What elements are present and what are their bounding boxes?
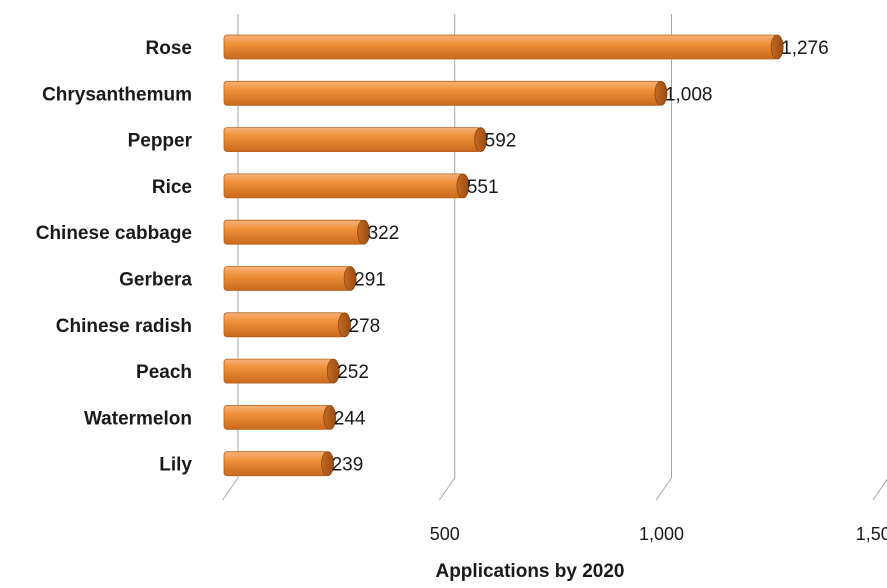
category-labels: Rose Chrysanthemum Pepper Rice Chinese cabba… (36, 38, 193, 476)
category-label: Watermelon (84, 408, 192, 429)
gridline-floor (222, 477, 239, 501)
bars (223, 34, 784, 477)
bar-end-cap (357, 219, 370, 245)
bar-end-cap (338, 312, 351, 338)
category-label: Chinese radish (56, 316, 192, 337)
data-label: 322 (368, 223, 400, 244)
bar (223, 404, 331, 430)
data-label: 244 (334, 408, 366, 429)
category-label: Peach (136, 362, 192, 383)
data-label: 252 (337, 362, 369, 383)
gridline-floor (438, 477, 456, 501)
gridline-floor (655, 477, 672, 501)
value-labels: 1,276 1,008 592 551 322 291 278 252 244 239 (332, 38, 829, 476)
category-label: Chinese cabbage (36, 223, 192, 244)
bar (223, 34, 778, 60)
bar-end-cap (474, 127, 488, 153)
x-tick-label: 500 (430, 524, 460, 544)
bar (223, 219, 364, 245)
bar-end-cap (343, 266, 357, 291)
bar-end-cap (770, 34, 784, 60)
x-axis-ticks: 500 1,000 1,500 (430, 524, 887, 544)
data-label: 1,008 (665, 84, 713, 105)
bar-end-cap (326, 358, 340, 384)
category-label: Gerbera (119, 270, 192, 291)
bar (223, 173, 464, 199)
bar-end-cap (456, 173, 470, 199)
bar (223, 266, 351, 291)
x-tick-label: 1,500 (856, 524, 887, 544)
x-tick-label: 1,000 (639, 524, 684, 544)
bar (223, 358, 334, 384)
data-label: 291 (354, 270, 386, 291)
category-label: Chrysanthemum (42, 84, 192, 105)
data-label: 551 (467, 177, 499, 198)
bar (223, 451, 329, 477)
data-label: 278 (349, 316, 381, 337)
category-label: Rose (146, 38, 192, 59)
bar (223, 127, 482, 152)
bar (223, 312, 345, 338)
bar-end-cap (654, 80, 668, 106)
category-label: Pepper (128, 131, 193, 152)
category-label: Rice (152, 177, 192, 198)
data-label: 1,276 (781, 38, 829, 59)
category-label: Lily (159, 455, 192, 476)
bar (223, 80, 662, 106)
bar-end-cap (321, 451, 335, 477)
data-label: 239 (332, 455, 364, 476)
gridline-floor (872, 478, 887, 501)
data-label: 592 (485, 131, 517, 152)
x-axis-title: Applications by 2020 (435, 561, 624, 582)
bar-end-cap (323, 404, 337, 430)
